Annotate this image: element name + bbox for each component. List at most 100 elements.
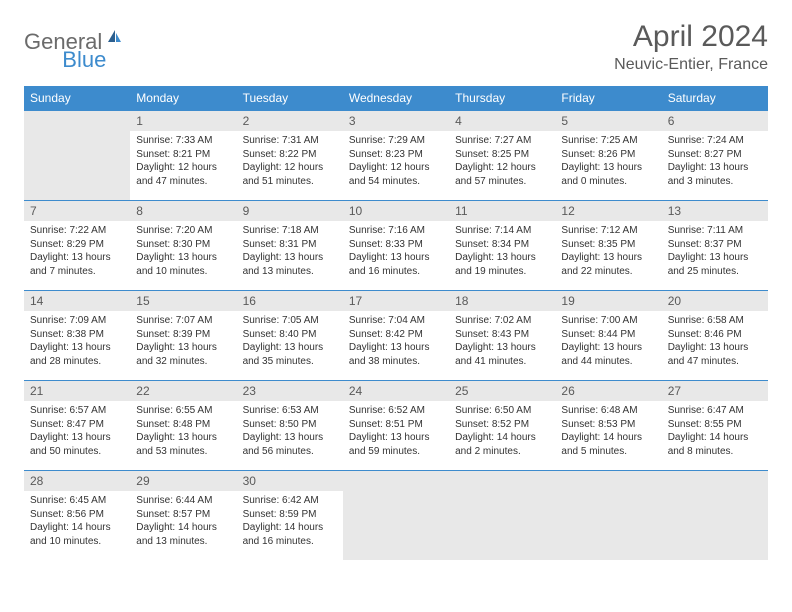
day-content-row: Sunrise: 7:09 AMSunset: 8:38 PMDaylight:… [24, 311, 768, 381]
day-content-cell: Sunrise: 7:18 AMSunset: 8:31 PMDaylight:… [237, 221, 343, 291]
day-content-row: Sunrise: 6:45 AMSunset: 8:56 PMDaylight:… [24, 491, 768, 560]
day-number-cell [449, 471, 555, 492]
daylight-line: Daylight: 13 hours and 47 minutes. [668, 341, 762, 368]
sunrise-line: Sunrise: 7:12 AM [561, 224, 655, 238]
sunset-line: Sunset: 8:46 PM [668, 328, 762, 342]
daylight-line: Daylight: 13 hours and 13 minutes. [243, 251, 337, 278]
day-number-cell [343, 471, 449, 492]
sunset-line: Sunset: 8:37 PM [668, 238, 762, 252]
sunset-line: Sunset: 8:40 PM [243, 328, 337, 342]
day-number-cell: 5 [555, 111, 661, 132]
daylight-line: Daylight: 14 hours and 10 minutes. [30, 521, 124, 548]
day-content-cell: Sunrise: 6:57 AMSunset: 8:47 PMDaylight:… [24, 401, 130, 471]
day-content-cell: Sunrise: 6:42 AMSunset: 8:59 PMDaylight:… [237, 491, 343, 560]
daylight-line: Daylight: 13 hours and 41 minutes. [455, 341, 549, 368]
day-number-cell: 1 [130, 111, 236, 132]
sunset-line: Sunset: 8:51 PM [349, 418, 443, 432]
logo: General Blue [24, 28, 170, 55]
sunrise-line: Sunrise: 7:04 AM [349, 314, 443, 328]
sunrise-line: Sunrise: 6:45 AM [30, 494, 124, 508]
day-content-cell: Sunrise: 6:55 AMSunset: 8:48 PMDaylight:… [130, 401, 236, 471]
sunset-line: Sunset: 8:52 PM [455, 418, 549, 432]
day-number-cell: 14 [24, 291, 130, 312]
daylight-line: Daylight: 14 hours and 8 minutes. [668, 431, 762, 458]
sunset-line: Sunset: 8:42 PM [349, 328, 443, 342]
day-number-cell: 4 [449, 111, 555, 132]
weekday-header: Tuesday [237, 86, 343, 111]
day-content-cell: Sunrise: 7:04 AMSunset: 8:42 PMDaylight:… [343, 311, 449, 381]
sunset-line: Sunset: 8:23 PM [349, 148, 443, 162]
day-content-cell: Sunrise: 6:44 AMSunset: 8:57 PMDaylight:… [130, 491, 236, 560]
day-number-cell: 16 [237, 291, 343, 312]
day-number-cell: 22 [130, 381, 236, 402]
sunrise-line: Sunrise: 6:55 AM [136, 404, 230, 418]
day-number-cell: 23 [237, 381, 343, 402]
weekday-header: Thursday [449, 86, 555, 111]
day-number-cell: 2 [237, 111, 343, 132]
day-number-cell: 29 [130, 471, 236, 492]
day-number-cell [555, 471, 661, 492]
daylight-line: Daylight: 13 hours and 3 minutes. [668, 161, 762, 188]
sunrise-line: Sunrise: 7:24 AM [668, 134, 762, 148]
sunset-line: Sunset: 8:48 PM [136, 418, 230, 432]
logo-text-blue: Blue [62, 47, 106, 72]
day-content-cell: Sunrise: 7:22 AMSunset: 8:29 PMDaylight:… [24, 221, 130, 291]
sunrise-line: Sunrise: 7:11 AM [668, 224, 762, 238]
day-content-cell: Sunrise: 6:48 AMSunset: 8:53 PMDaylight:… [555, 401, 661, 471]
weekday-header: Sunday [24, 86, 130, 111]
sunset-line: Sunset: 8:39 PM [136, 328, 230, 342]
sunset-line: Sunset: 8:50 PM [243, 418, 337, 432]
day-number-cell: 3 [343, 111, 449, 132]
sunset-line: Sunset: 8:22 PM [243, 148, 337, 162]
sunset-line: Sunset: 8:53 PM [561, 418, 655, 432]
weekday-header: Monday [130, 86, 236, 111]
daylight-line: Daylight: 12 hours and 54 minutes. [349, 161, 443, 188]
daylight-line: Daylight: 14 hours and 2 minutes. [455, 431, 549, 458]
weekday-header: Saturday [662, 86, 768, 111]
sunset-line: Sunset: 8:35 PM [561, 238, 655, 252]
day-number-cell: 26 [555, 381, 661, 402]
day-number-cell: 17 [343, 291, 449, 312]
calendar-table: SundayMondayTuesdayWednesdayThursdayFrid… [24, 86, 768, 560]
sunrise-line: Sunrise: 7:00 AM [561, 314, 655, 328]
day-content-cell: Sunrise: 7:02 AMSunset: 8:43 PMDaylight:… [449, 311, 555, 381]
daylight-line: Daylight: 12 hours and 57 minutes. [455, 161, 549, 188]
daylight-line: Daylight: 13 hours and 19 minutes. [455, 251, 549, 278]
sunset-line: Sunset: 8:44 PM [561, 328, 655, 342]
day-content-cell: Sunrise: 7:09 AMSunset: 8:38 PMDaylight:… [24, 311, 130, 381]
sunset-line: Sunset: 8:55 PM [668, 418, 762, 432]
sunrise-line: Sunrise: 7:09 AM [30, 314, 124, 328]
day-content-cell: Sunrise: 6:47 AMSunset: 8:55 PMDaylight:… [662, 401, 768, 471]
day-content-cell [343, 491, 449, 560]
day-content-cell: Sunrise: 7:07 AMSunset: 8:39 PMDaylight:… [130, 311, 236, 381]
day-number-cell: 12 [555, 201, 661, 222]
sunset-line: Sunset: 8:57 PM [136, 508, 230, 522]
daylight-line: Daylight: 13 hours and 44 minutes. [561, 341, 655, 368]
day-content-cell [662, 491, 768, 560]
sunrise-line: Sunrise: 7:29 AM [349, 134, 443, 148]
day-number-cell: 18 [449, 291, 555, 312]
sunrise-line: Sunrise: 6:57 AM [30, 404, 124, 418]
daylight-line: Daylight: 13 hours and 32 minutes. [136, 341, 230, 368]
day-content-cell: Sunrise: 6:45 AMSunset: 8:56 PMDaylight:… [24, 491, 130, 560]
sunset-line: Sunset: 8:34 PM [455, 238, 549, 252]
sunset-line: Sunset: 8:27 PM [668, 148, 762, 162]
day-number-cell: 24 [343, 381, 449, 402]
day-content-row: Sunrise: 6:57 AMSunset: 8:47 PMDaylight:… [24, 401, 768, 471]
day-content-cell: Sunrise: 6:50 AMSunset: 8:52 PMDaylight:… [449, 401, 555, 471]
daylight-line: Daylight: 14 hours and 16 minutes. [243, 521, 337, 548]
daylight-line: Daylight: 13 hours and 56 minutes. [243, 431, 337, 458]
sunset-line: Sunset: 8:59 PM [243, 508, 337, 522]
title-block: April 2024 Neuvic-Entier, France [614, 20, 768, 74]
day-content-cell: Sunrise: 6:53 AMSunset: 8:50 PMDaylight:… [237, 401, 343, 471]
day-content-cell: Sunrise: 7:31 AMSunset: 8:22 PMDaylight:… [237, 131, 343, 201]
logo-sail-icon [106, 28, 124, 49]
weekday-header: Friday [555, 86, 661, 111]
daylight-line: Daylight: 12 hours and 51 minutes. [243, 161, 337, 188]
day-number-cell: 13 [662, 201, 768, 222]
daylight-line: Daylight: 13 hours and 25 minutes. [668, 251, 762, 278]
daylight-line: Daylight: 13 hours and 22 minutes. [561, 251, 655, 278]
daylight-line: Daylight: 13 hours and 0 minutes. [561, 161, 655, 188]
sunset-line: Sunset: 8:26 PM [561, 148, 655, 162]
day-number-cell: 20 [662, 291, 768, 312]
